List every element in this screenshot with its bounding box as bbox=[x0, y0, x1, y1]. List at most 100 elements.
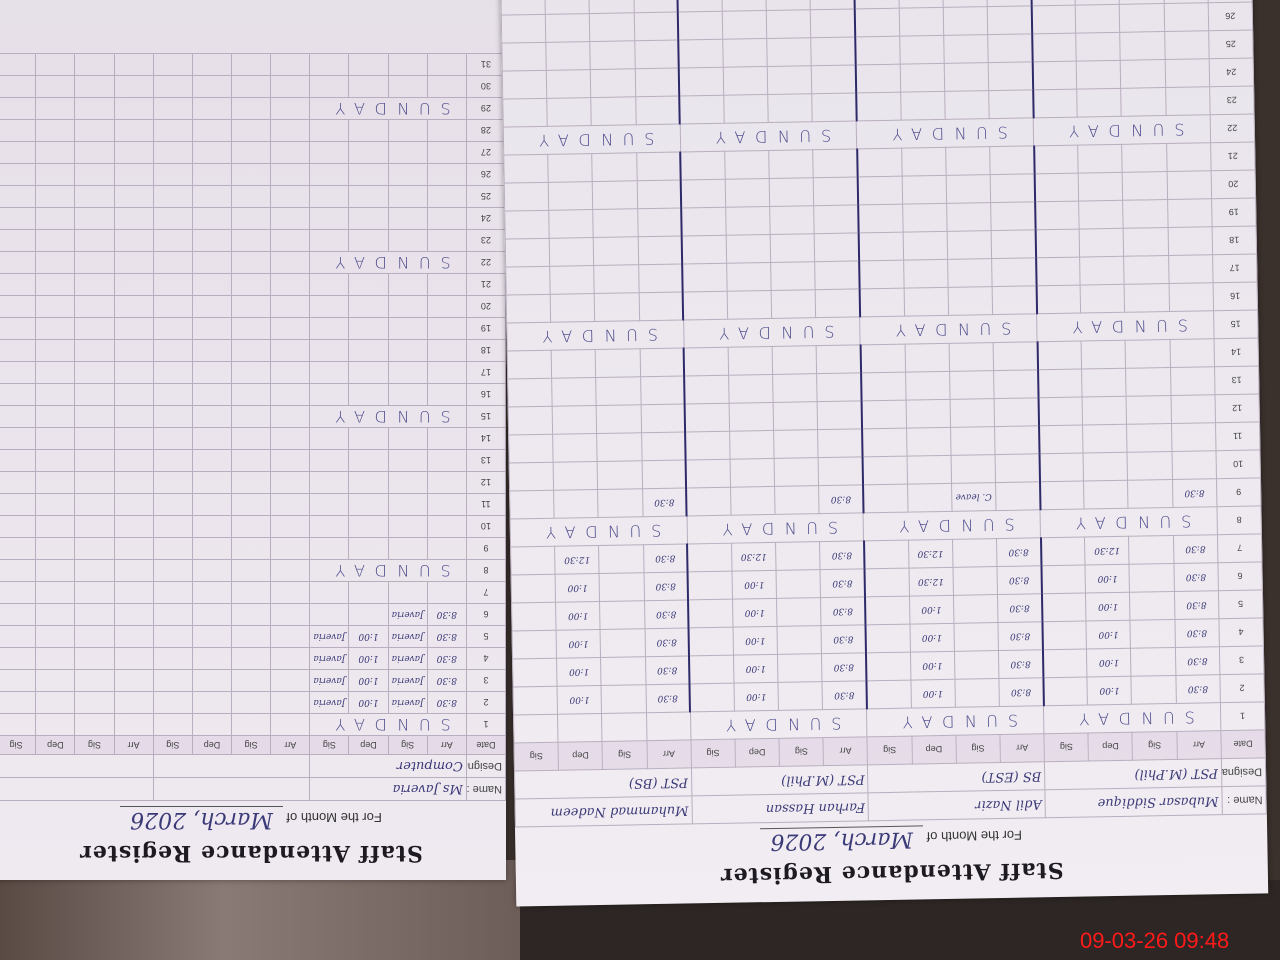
departure-signature bbox=[0, 163, 36, 186]
arrival-signature bbox=[947, 286, 993, 316]
departure-signature bbox=[309, 383, 349, 406]
sunday-mark: SUNDAY bbox=[1033, 114, 1211, 146]
departure-signature bbox=[854, 8, 900, 37]
column-header: Dep bbox=[192, 735, 232, 755]
departure-signature bbox=[679, 95, 725, 125]
departure-signature bbox=[309, 317, 349, 340]
table-row: 10 bbox=[0, 515, 506, 538]
arrival-time bbox=[1168, 282, 1214, 312]
date-cell: 29 bbox=[466, 97, 506, 120]
departure-time bbox=[192, 449, 232, 472]
arrival-signature bbox=[388, 185, 428, 208]
departure-signature bbox=[309, 603, 349, 626]
arrival-signature bbox=[231, 493, 271, 516]
departure-time bbox=[546, 69, 592, 99]
date-cell: 1 bbox=[1220, 701, 1265, 731]
sunday-mark: SUNDAY bbox=[309, 713, 467, 736]
arrival-signature bbox=[946, 230, 992, 260]
date-cell: 23 bbox=[1209, 85, 1255, 115]
sunday-mark: SUNDAY bbox=[690, 708, 868, 740]
arrival-time bbox=[646, 711, 691, 741]
arrival-signature bbox=[74, 427, 115, 450]
departure-signature bbox=[502, 98, 548, 128]
departure-signature bbox=[309, 295, 349, 318]
departure-time bbox=[348, 75, 389, 98]
departure-signature bbox=[681, 235, 727, 264]
departure-signature bbox=[153, 493, 193, 516]
arrival-time bbox=[988, 61, 1033, 91]
departure-time bbox=[729, 430, 775, 460]
arrival-signature bbox=[599, 600, 645, 630]
date-cell: 12 bbox=[466, 471, 506, 494]
arrival-signature bbox=[231, 405, 271, 428]
arrival-signature bbox=[772, 373, 818, 403]
sunday-mark: SUNDAY bbox=[683, 316, 861, 348]
departure-signature bbox=[1039, 453, 1084, 482]
arrival-signature bbox=[946, 202, 992, 232]
departure-time bbox=[898, 0, 944, 9]
arrival-signature bbox=[231, 581, 271, 604]
arrival-signature bbox=[601, 684, 647, 714]
arrival-time bbox=[270, 141, 310, 164]
departure-signature bbox=[309, 427, 349, 450]
departure-time bbox=[192, 603, 232, 626]
departure-time bbox=[192, 339, 232, 362]
arrival-signature bbox=[774, 485, 820, 515]
departure-time bbox=[192, 207, 232, 230]
arrival-time bbox=[1171, 422, 1216, 452]
departure-time bbox=[35, 251, 75, 274]
arrival-time bbox=[1166, 170, 1212, 200]
departure-time bbox=[35, 581, 75, 604]
departure-time: 1:00 bbox=[732, 598, 778, 628]
departure-signature bbox=[1037, 369, 1083, 398]
departure-signature bbox=[153, 691, 193, 714]
date-cell: 11 bbox=[1215, 421, 1260, 451]
arrival-signature bbox=[74, 339, 115, 362]
arrival-time: 8:30 bbox=[821, 652, 867, 682]
name-value: Farhan Hassan bbox=[691, 792, 869, 824]
departure-time: 1:00 bbox=[555, 573, 600, 603]
arrival-time bbox=[114, 493, 154, 516]
date-cell: 27 bbox=[466, 141, 506, 164]
arrival-time bbox=[813, 204, 859, 234]
departure-time bbox=[35, 119, 75, 142]
date-cell: 4 bbox=[1218, 617, 1264, 647]
arrival-signature bbox=[388, 581, 428, 604]
departure-time: 1:00 bbox=[348, 669, 389, 692]
departure-signature bbox=[677, 0, 723, 13]
arrival-time: 8:30 bbox=[427, 691, 467, 714]
table-row: 15 SUNDAY bbox=[0, 405, 506, 428]
arrival-signature bbox=[231, 141, 271, 164]
column-header: Arr bbox=[427, 735, 467, 755]
departure-signature bbox=[0, 669, 36, 692]
date-cell: 1 bbox=[466, 713, 506, 736]
arrival-signature bbox=[767, 93, 813, 123]
column-header: Sig bbox=[1132, 731, 1178, 761]
arrival-signature bbox=[591, 96, 636, 126]
departure-signature bbox=[855, 64, 901, 93]
sunday-mark: SUNDAY bbox=[856, 117, 1034, 149]
departure-signature bbox=[0, 185, 36, 208]
departure-time bbox=[192, 119, 232, 142]
arrival-signature bbox=[948, 342, 994, 372]
table-row: 9 bbox=[0, 537, 506, 560]
departure-signature bbox=[859, 260, 904, 289]
date-cell: 11 bbox=[466, 493, 506, 516]
arrival-time bbox=[1170, 394, 1216, 424]
date-cell: 22 bbox=[466, 251, 506, 274]
sunday-mark: SUNDAY bbox=[510, 515, 688, 548]
arrival-signature bbox=[1124, 283, 1170, 313]
arrival-time bbox=[427, 273, 467, 296]
departure-time: 1:00 bbox=[556, 657, 602, 687]
arrival-signature bbox=[592, 180, 638, 210]
departure-time: 12:30 bbox=[1084, 536, 1130, 566]
arrival-time bbox=[270, 713, 310, 736]
arrival-time bbox=[114, 625, 154, 648]
arrival-time bbox=[811, 64, 857, 94]
departure-time: 12:30 bbox=[731, 542, 777, 572]
arrival-time bbox=[270, 449, 310, 472]
arrival-time: 8:30 bbox=[820, 596, 866, 626]
month-value: March, 2026 bbox=[120, 806, 283, 832]
arrival-time bbox=[270, 581, 310, 604]
departure-signature bbox=[688, 599, 733, 628]
